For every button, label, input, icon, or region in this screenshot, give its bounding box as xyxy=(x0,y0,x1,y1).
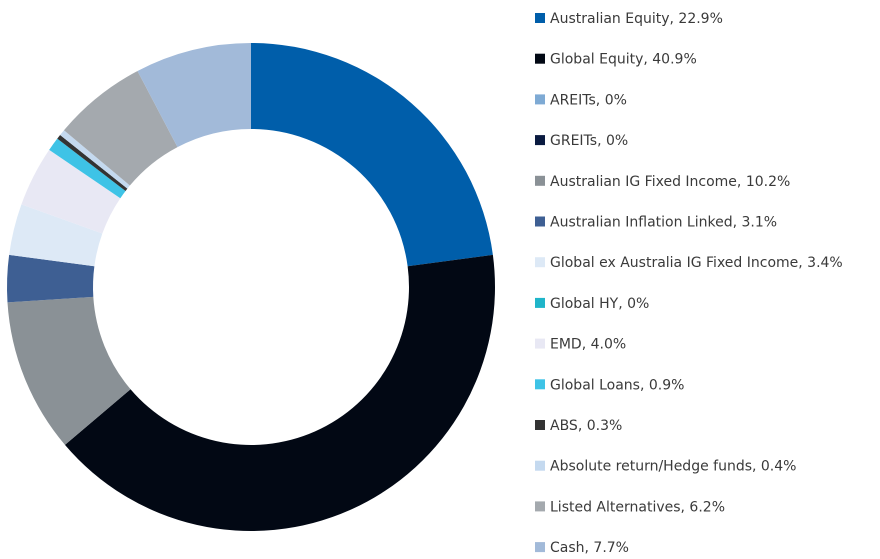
slice xyxy=(57,135,128,191)
legend-swatch xyxy=(535,379,545,390)
legend-swatch xyxy=(535,420,545,430)
slice xyxy=(9,204,103,267)
legend-label: GREITs, 0% xyxy=(550,133,628,149)
slice xyxy=(63,71,178,186)
legend-label: Absolute return/Hedge funds, 0.4% xyxy=(550,459,796,475)
legend-label: AREITs, 0% xyxy=(550,92,627,108)
slice xyxy=(60,130,130,189)
slice xyxy=(137,43,251,148)
slice xyxy=(64,254,495,531)
legend-swatch xyxy=(535,13,545,23)
legend-label: Global Loans, 0.9% xyxy=(550,377,684,393)
legend-label: Cash, 7.7% xyxy=(550,540,629,555)
slice xyxy=(7,296,131,445)
legend-swatch xyxy=(535,460,545,471)
legend-label: Listed Alternatives, 6.2% xyxy=(550,499,725,515)
legend-label: Australian IG Fixed Income, 10.2% xyxy=(550,174,790,190)
legend-swatch xyxy=(535,297,545,308)
legend-label: Australian Equity, 22.9% xyxy=(550,11,723,27)
legend-swatch xyxy=(535,542,545,553)
legend-label: Global ex Australia IG Fixed Income, 3.4… xyxy=(550,255,843,271)
legend-label: ABS, 0.3% xyxy=(550,418,622,434)
legend-swatch xyxy=(535,135,545,146)
legend-swatch xyxy=(535,501,545,512)
legend-label: Australian Inflation Linked, 3.1% xyxy=(550,215,777,231)
slice xyxy=(7,254,95,303)
legend-swatch xyxy=(535,53,545,64)
legend-label: Global HY, 0% xyxy=(550,296,649,312)
legend-label: Global Equity, 40.9% xyxy=(550,52,697,68)
slice xyxy=(251,43,493,267)
legend-swatch xyxy=(535,94,545,105)
legend-swatch xyxy=(535,338,545,349)
slice xyxy=(49,138,126,199)
slice xyxy=(21,149,121,234)
legend-label: EMD, 4.0% xyxy=(550,337,626,353)
legend-swatch xyxy=(535,216,545,227)
legend-swatch xyxy=(535,175,545,186)
legend-swatch xyxy=(535,257,545,268)
